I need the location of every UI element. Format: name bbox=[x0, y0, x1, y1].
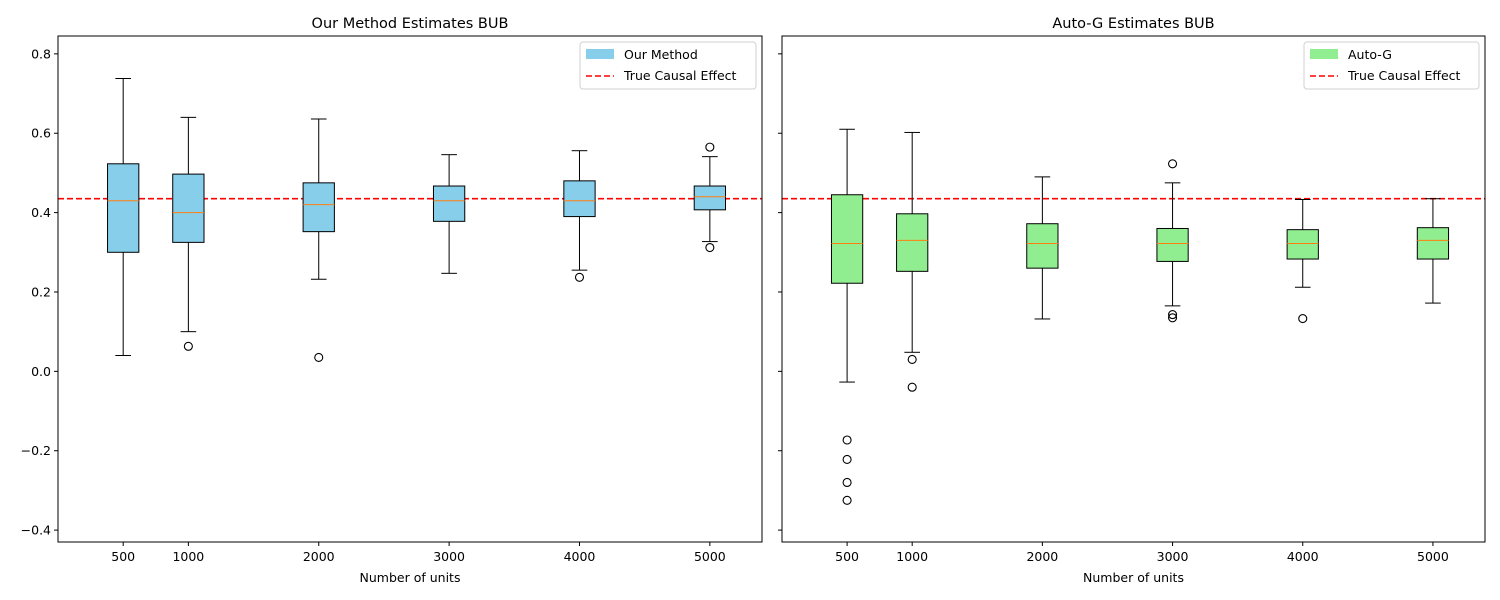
legend: Auto-G True Causal Effect bbox=[1303, 41, 1480, 90]
outlier-point bbox=[842, 454, 852, 465]
outlier-point bbox=[705, 242, 715, 253]
iqr-box bbox=[896, 213, 929, 272]
box-4000 bbox=[563, 150, 596, 282]
x-tick-label: 5000 bbox=[1417, 549, 1449, 564]
outlier-point bbox=[907, 354, 917, 364]
legend-frame bbox=[1303, 41, 1480, 90]
iqr-box bbox=[1416, 227, 1450, 260]
outlier-point bbox=[183, 341, 193, 351]
legend-label-reference: True Causal Effect bbox=[623, 68, 737, 83]
outlier-point bbox=[842, 477, 852, 488]
outlier-point bbox=[842, 495, 852, 505]
iqr-box bbox=[302, 182, 335, 233]
x-tick-label: 2000 bbox=[303, 549, 335, 564]
box-500 bbox=[830, 128, 864, 505]
panel-our-method: Our Method Estimates BUB 500 1000 2000 3000 4… bbox=[21, 16, 763, 585]
x-tick-label: 1000 bbox=[172, 549, 204, 564]
chart-title: Auto-G Estimates BUB bbox=[1052, 16, 1214, 32]
x-tick-label: 3000 bbox=[1157, 549, 1189, 564]
box-1000 bbox=[172, 116, 205, 351]
iqr-box bbox=[1286, 229, 1319, 260]
outlier-point bbox=[1168, 313, 1178, 323]
box-4000 bbox=[1286, 199, 1319, 324]
x-tick-label: 3000 bbox=[433, 549, 465, 564]
x-axis-label: Number of units bbox=[360, 570, 461, 585]
y-tick-label: −0.4 bbox=[21, 523, 51, 538]
legend-label-series: Auto-G bbox=[1348, 47, 1392, 62]
box-5000 bbox=[693, 142, 726, 253]
iqr-box bbox=[830, 194, 864, 284]
outlier-point bbox=[574, 272, 585, 282]
iqr-box bbox=[1156, 227, 1189, 262]
box-500 bbox=[107, 77, 140, 356]
legend-swatch-box bbox=[1310, 49, 1338, 59]
box-2000 bbox=[302, 118, 335, 363]
iqr-box bbox=[172, 173, 205, 243]
x-tick-label: 1000 bbox=[896, 549, 928, 564]
y-tick-label: 0.4 bbox=[31, 205, 51, 220]
box-5000 bbox=[1416, 198, 1450, 304]
iqr-box bbox=[432, 185, 466, 222]
x-axis-label: Number of units bbox=[1083, 570, 1184, 585]
y-tick-label: 0.2 bbox=[31, 284, 51, 299]
axes-frame bbox=[57, 35, 763, 543]
iqr-box bbox=[1026, 223, 1059, 269]
x-tick-label: 4000 bbox=[1287, 549, 1319, 564]
legend-label-reference: True Causal Effect bbox=[1347, 68, 1461, 83]
box-3000 bbox=[1156, 159, 1189, 323]
y-tick-label: 0.0 bbox=[31, 364, 51, 379]
legend-frame bbox=[579, 41, 757, 90]
x-tick-label: 2000 bbox=[1026, 549, 1058, 564]
legend-label-series: Our Method bbox=[624, 47, 698, 62]
x-tick-label: 500 bbox=[835, 549, 859, 564]
panel-auto-g: Auto-G Estimates BUB 500 1000 2000 3000 4000 5… bbox=[778, 16, 1486, 585]
x-tick-label: 5000 bbox=[694, 549, 726, 564]
outlier-point bbox=[705, 142, 715, 152]
outlier-point bbox=[1298, 314, 1308, 324]
outlier-point bbox=[907, 382, 917, 392]
box-1000 bbox=[896, 131, 929, 392]
chart-title: Our Method Estimates BUB bbox=[312, 16, 509, 32]
x-tick-label: 500 bbox=[111, 549, 135, 564]
outlier-point bbox=[1168, 159, 1178, 169]
iqr-box bbox=[693, 185, 726, 211]
box-2000 bbox=[1026, 176, 1059, 320]
box-3000 bbox=[432, 154, 466, 274]
legend: Our Method True Causal Effect bbox=[579, 41, 757, 90]
y-tick-label: 0.8 bbox=[31, 46, 51, 61]
axes-frame bbox=[781, 35, 1486, 543]
outlier-point bbox=[842, 435, 852, 445]
iqr-box bbox=[563, 180, 596, 218]
legend-swatch-box bbox=[586, 49, 614, 59]
y-tick-label: 0.6 bbox=[31, 126, 51, 141]
iqr-box bbox=[107, 163, 140, 253]
outlier-point bbox=[1168, 310, 1178, 320]
x-tick-label: 4000 bbox=[564, 549, 596, 564]
outlier-point bbox=[314, 352, 324, 363]
y-tick-label: −0.2 bbox=[21, 443, 51, 458]
